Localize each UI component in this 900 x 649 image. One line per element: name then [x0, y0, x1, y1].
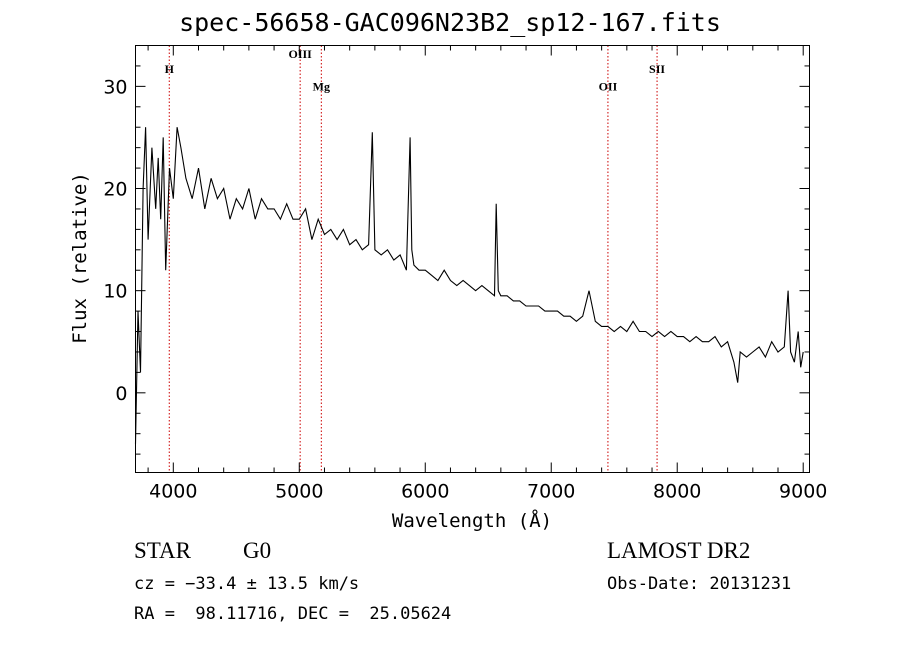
plot-frame — [135, 45, 810, 473]
axis-tick-labels: 4000 5000 6000 7000 8000 9000 0 10 20 30 — [103, 76, 827, 502]
line-label-h: H — [165, 62, 175, 76]
coordinates: RA = 98.11716, DEC = 25.05624 — [134, 604, 452, 624]
y-axis-title: Flux (relative) — [69, 172, 91, 344]
spectral-line-labels: H OIII Mg OII SII — [165, 47, 666, 94]
line-label-sii: SII — [649, 62, 665, 76]
spectrum-line — [134, 127, 804, 444]
obs-date: Obs-Date: 20131231 — [607, 574, 792, 594]
object-class: STAR — [134, 538, 191, 563]
y-tick-label: 10 — [103, 281, 127, 303]
x-axis-title: Wavelength (Å) — [391, 510, 553, 532]
axis-ticks — [135, 45, 810, 473]
y-tick-label: 0 — [115, 383, 127, 405]
line-label-oiii: OIII — [288, 47, 312, 61]
spectral-line-markers — [168, 45, 658, 473]
x-tick-label: 4000 — [149, 481, 197, 503]
redshift-text: cz = −33.4 ± 13.5 km/s — [134, 574, 360, 594]
line-label-oii: OII — [599, 79, 618, 93]
object-subclass: G0 — [243, 538, 272, 563]
x-tick-label: 5000 — [275, 481, 323, 503]
y-tick-label: 20 — [103, 179, 127, 201]
y-tick-label: 30 — [103, 76, 127, 98]
x-tick-label: 7000 — [527, 481, 575, 503]
x-tick-label: 6000 — [401, 481, 449, 503]
x-tick-label: 9000 — [779, 481, 827, 503]
line-label-mg: Mg — [313, 79, 330, 93]
chart-title: spec-56658-GAC096N23B2_sp12-167.fits — [179, 8, 721, 37]
survey-name: LAMOST DR2 — [607, 538, 751, 563]
x-tick-label: 8000 — [653, 481, 701, 503]
